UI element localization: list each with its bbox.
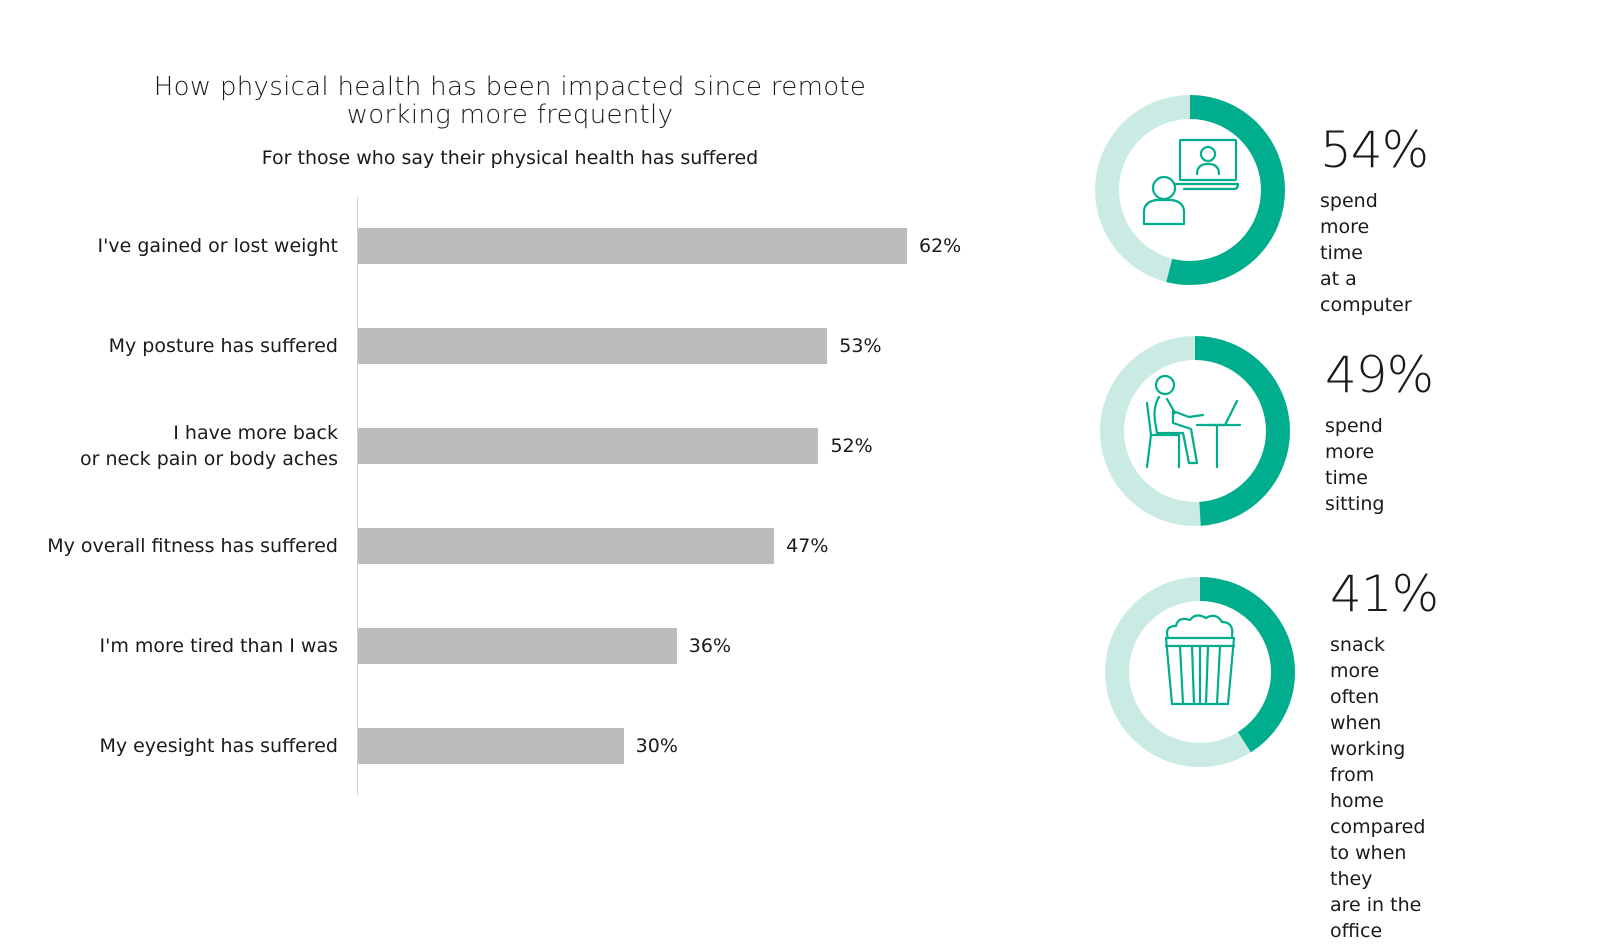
stat-value: 49% (1325, 346, 1434, 404)
bar-value-label: 62% (919, 235, 962, 257)
donut-chart (1100, 336, 1290, 526)
donut-segment (1100, 336, 1290, 526)
popcorn-icon (1164, 614, 1236, 706)
bar-category-label: I'm more tired than I was (99, 635, 338, 657)
y-axis-line (357, 197, 358, 795)
donut-segment (1095, 95, 1285, 285)
bar (358, 228, 907, 264)
donut-segment (1105, 577, 1295, 767)
bar-category-label: My overall fitness has suffered (47, 535, 338, 557)
stat-description: spend more time at a computer (1320, 190, 1412, 316)
bar-value-label: 47% (786, 535, 829, 557)
bar-value-label: 30% (635, 735, 678, 757)
bar (358, 328, 828, 364)
bar-value-label: 53% (839, 335, 882, 357)
donut-chart (1105, 577, 1295, 767)
chart-subtitle: For those who say their physical health … (261, 147, 759, 169)
stat-description: spend more time sitting (1325, 415, 1385, 515)
bar-category-label: I've gained or lost weight (97, 235, 338, 257)
bar-category-label: My eyesight has suffered (99, 735, 338, 757)
chart-title: How physical health has been impacted si… (153, 72, 867, 130)
stat-value: 54% (1320, 121, 1429, 179)
bar (358, 528, 775, 564)
bar-value-label: 36% (688, 635, 731, 657)
bar (358, 728, 624, 764)
stat-value: 41% (1330, 565, 1439, 623)
bar (358, 428, 819, 464)
stat-description: snack more often when working from home … (1330, 634, 1426, 942)
person-sitting-at-desk-icon (1145, 374, 1242, 469)
bar-category-label: My posture has suffered (108, 335, 338, 357)
bar-category-label: I have more back or neck pain or body ac… (80, 422, 338, 470)
bar (358, 628, 677, 664)
video-call-icon (1142, 138, 1240, 226)
donut-chart (1095, 95, 1285, 285)
bar-value-label: 52% (830, 435, 873, 457)
